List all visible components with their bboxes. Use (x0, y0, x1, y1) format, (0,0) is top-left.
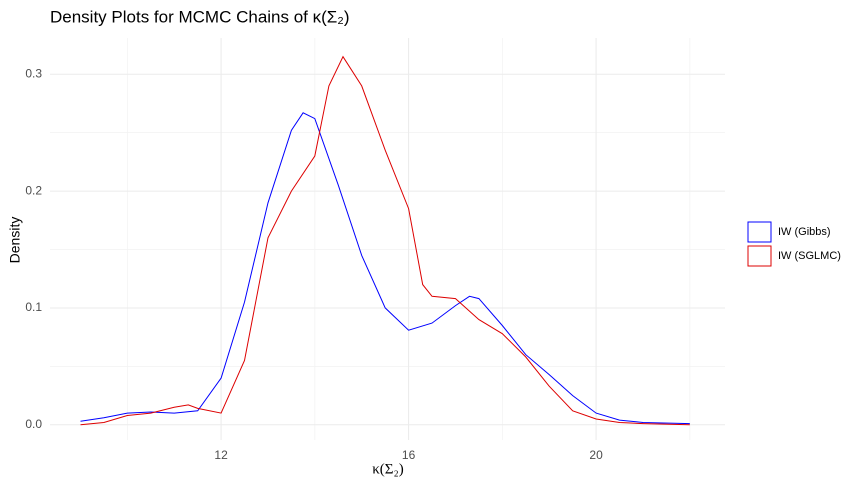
x-axis-label: κ(Σ₂) (372, 461, 404, 477)
density-line (80, 112, 690, 425)
legend-label: IW (SGLMC) (778, 250, 841, 262)
y-tick-label: 0.1 (25, 300, 42, 314)
density-line (80, 55, 690, 426)
legend-key (747, 221, 772, 243)
legend-key (747, 245, 772, 267)
y-tick-label: 0.3 (25, 66, 42, 80)
chart-title: Density Plots for MCMC Chains of κ(Σ₂) (50, 7, 350, 26)
y-tick-label: 0.0 (25, 417, 42, 431)
x-tick-label: 20 (589, 448, 603, 462)
y-axis-label: Density (7, 217, 23, 264)
y-tick-label: 0.2 (25, 183, 42, 197)
x-tick-label: 16 (402, 448, 416, 462)
legend-label: IW (Gibbs) (778, 226, 831, 238)
x-tick-label: 12 (214, 448, 228, 462)
